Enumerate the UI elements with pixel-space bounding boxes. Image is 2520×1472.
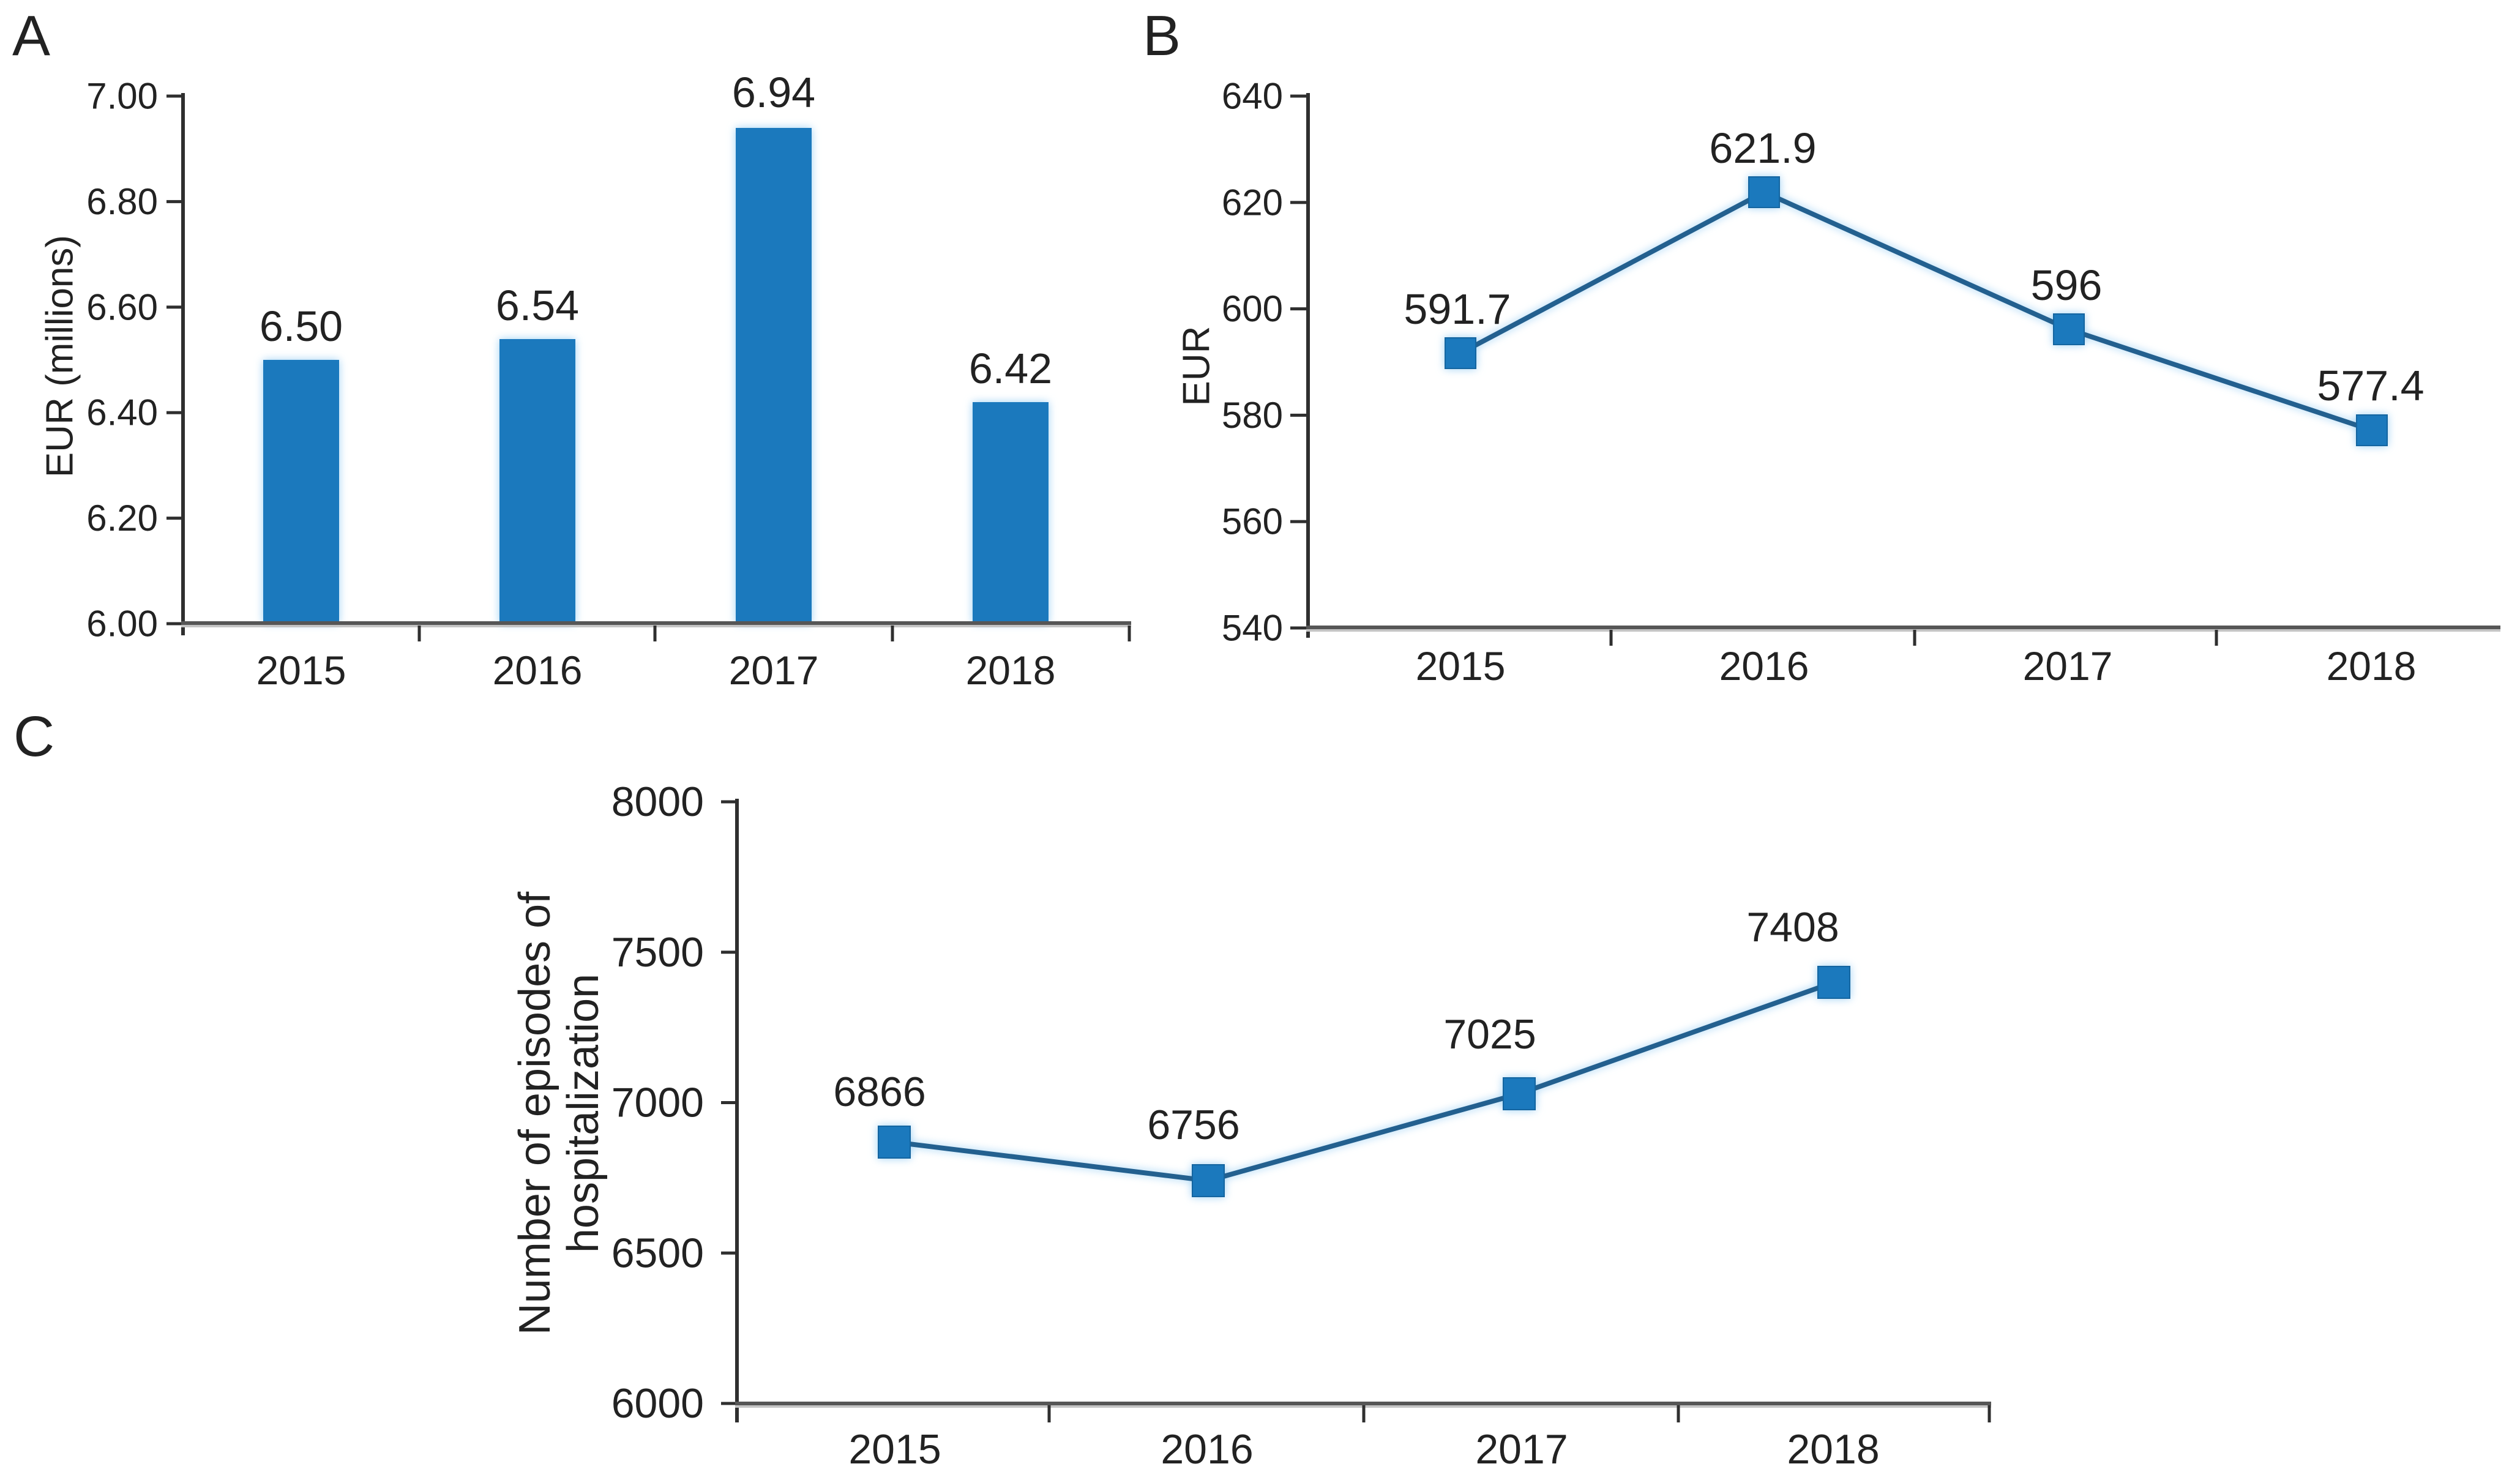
svg-text:6756: 6756 [1147, 1102, 1239, 1148]
svg-text:Number of episodes of: Number of episodes of [510, 891, 559, 1335]
svg-text:6.20: 6.20 [86, 498, 158, 539]
svg-text:620: 620 [1222, 182, 1283, 223]
svg-text:6000: 6000 [611, 1380, 704, 1427]
svg-text:7500: 7500 [611, 929, 704, 976]
svg-text:6.00: 6.00 [86, 603, 158, 644]
svg-text:600: 600 [1222, 288, 1283, 329]
svg-text:2017: 2017 [2023, 643, 2113, 689]
svg-text:6866: 6866 [833, 1069, 925, 1115]
svg-text:6.42: 6.42 [969, 345, 1052, 392]
svg-text:8000: 8000 [611, 779, 704, 825]
svg-text:6.40: 6.40 [86, 392, 158, 433]
svg-text:6.50: 6.50 [260, 302, 343, 350]
svg-text:EUR: EUR [1176, 326, 1218, 406]
svg-text:640: 640 [1222, 76, 1283, 117]
svg-text:hospitalization: hospitalization [559, 974, 608, 1253]
svg-text:596: 596 [2031, 261, 2103, 309]
svg-text:A: A [12, 4, 50, 67]
svg-text:2018: 2018 [966, 648, 1056, 693]
svg-text:7000: 7000 [611, 1080, 704, 1126]
svg-text:591.7: 591.7 [1404, 285, 1511, 333]
svg-text:6.80: 6.80 [86, 181, 158, 222]
svg-text:621.9: 621.9 [1709, 124, 1816, 172]
svg-text:577.4: 577.4 [2317, 362, 2424, 409]
svg-text:C: C [13, 704, 54, 768]
svg-text:540: 540 [1222, 608, 1283, 649]
svg-text:EUR (millions): EUR (millions) [39, 235, 81, 477]
svg-text:7.00: 7.00 [86, 76, 158, 117]
svg-text:2018: 2018 [2327, 643, 2417, 689]
svg-text:2017: 2017 [1475, 1426, 1568, 1472]
svg-text:B: B [1143, 4, 1181, 67]
svg-text:2018: 2018 [1787, 1426, 1879, 1472]
svg-text:580: 580 [1222, 395, 1283, 436]
svg-text:6500: 6500 [611, 1230, 704, 1276]
svg-text:7025: 7025 [1443, 1011, 1536, 1058]
svg-text:2015: 2015 [848, 1426, 941, 1472]
svg-text:7408: 7408 [1746, 904, 1839, 951]
svg-text:6.60: 6.60 [86, 286, 158, 327]
svg-text:2015: 2015 [256, 648, 346, 693]
svg-text:2015: 2015 [1416, 643, 1506, 689]
svg-text:2016: 2016 [1161, 1426, 1253, 1472]
svg-text:2016: 2016 [1719, 643, 1809, 689]
svg-text:560: 560 [1222, 501, 1283, 542]
svg-text:6.54: 6.54 [496, 282, 579, 329]
svg-text:6.94: 6.94 [732, 69, 815, 116]
svg-text:2016: 2016 [493, 648, 583, 693]
svg-text:2017: 2017 [729, 648, 819, 693]
